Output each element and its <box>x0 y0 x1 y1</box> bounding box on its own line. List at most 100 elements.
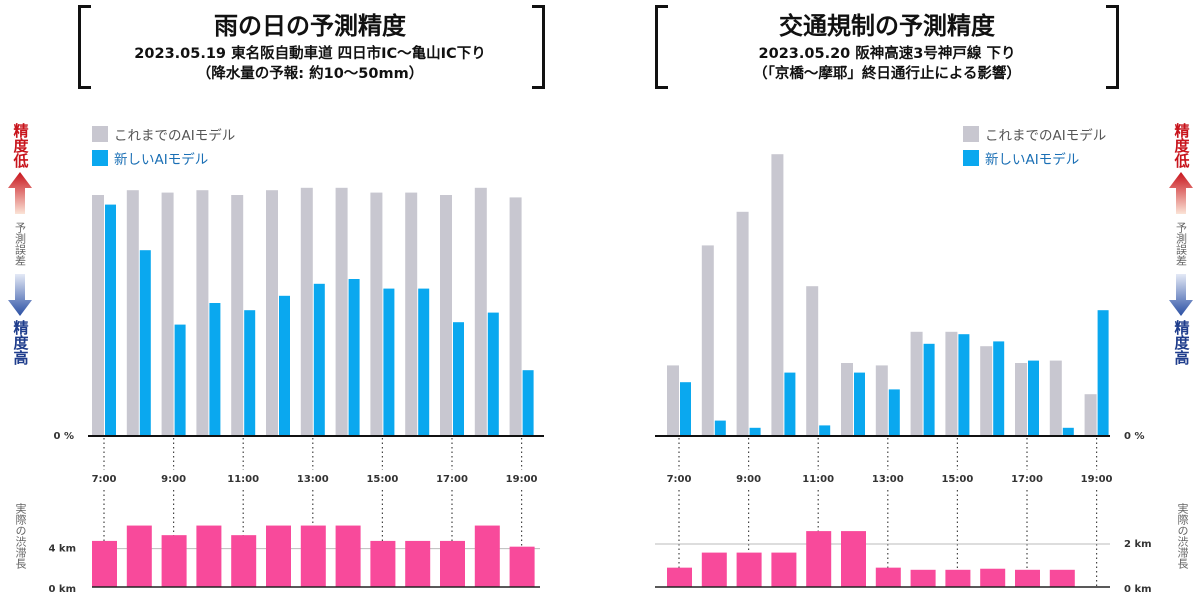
bar-old-model <box>92 195 104 435</box>
bar-jam-length <box>335 525 361 587</box>
bar-new-model <box>522 370 534 435</box>
bar-jam-length <box>92 540 117 587</box>
right-jam-length-label: 実際の渋滞長 <box>1176 503 1189 569</box>
bar-old-model <box>370 192 383 435</box>
right-title-bracket-right <box>1106 5 1119 89</box>
legend-swatch-old <box>92 126 108 142</box>
x-tick-label: 15:00 <box>366 474 398 485</box>
down-arrow-icon <box>8 274 32 316</box>
legend-swatch-new <box>963 150 979 166</box>
bar-jam-length <box>370 540 396 587</box>
bar-jam-length <box>161 535 187 587</box>
bar-old-model <box>1049 360 1062 435</box>
bar-old-model <box>509 197 522 435</box>
y-tick-label: 0 % <box>54 431 74 442</box>
x-tick-label: 17:00 <box>1011 474 1043 485</box>
x-tick-label: 19:00 <box>506 474 538 485</box>
bar-old-model <box>945 331 958 435</box>
bar-old-model <box>161 192 174 435</box>
right-title-bracket-left <box>655 5 668 89</box>
bar-new-model <box>923 343 935 435</box>
bar-jam-length <box>196 525 222 587</box>
x-tick-label: 13:00 <box>872 474 904 485</box>
x-tick-label: 9:00 <box>736 474 761 485</box>
bar-new-model <box>279 295 290 435</box>
legend-item-old: これまでのAIモデル <box>92 122 235 146</box>
bar-jam-length <box>736 552 762 587</box>
bar-old-model <box>196 190 209 435</box>
bar-new-model <box>348 279 360 435</box>
left-jam-length-label: 実際の渋滞長 <box>14 503 27 569</box>
bar-jam-length <box>266 525 291 587</box>
x-tick-label: 7:00 <box>667 474 692 485</box>
bar-new-model <box>749 427 761 435</box>
bar-new-model <box>174 324 186 435</box>
bar-old-model <box>405 192 418 435</box>
bar-jam-length <box>945 569 971 587</box>
x-tick-label: 11:00 <box>227 474 259 485</box>
bar-jam-length <box>980 568 1006 587</box>
legend-item-new: 新しいAIモデル <box>963 146 1106 170</box>
bar-old-model <box>231 195 244 435</box>
bar-jam-length <box>1049 569 1075 587</box>
right-accuracy-scale: 精度低 予測誤差 精度高 <box>1167 123 1195 365</box>
low-accuracy-label: 精度低 <box>11 123 30 168</box>
bar-new-model <box>453 322 464 435</box>
right-legend: これまでのAIモデル 新しいAIモデル <box>963 122 1106 170</box>
bar-old-model <box>440 195 452 435</box>
bar-old-model <box>474 187 487 435</box>
legend-swatch-old <box>963 126 979 142</box>
left-panel-title: 雨の日の予測精度 <box>214 12 406 40</box>
legend-label-old: これまでのAIモデル <box>114 128 236 144</box>
bar-old-model <box>980 346 993 435</box>
left-title-bracket-left <box>78 5 91 89</box>
bar-old-model <box>701 245 714 435</box>
x-tick-label: 7:00 <box>92 474 117 485</box>
bar-jam-length <box>806 531 832 587</box>
bar-new-model <box>854 372 865 435</box>
legend-label-old: これまでのAIモデル <box>985 128 1107 144</box>
bar-old-model <box>875 365 888 435</box>
bar-jam-length <box>405 540 431 587</box>
jam-y-tick-label: 0 km <box>1124 584 1152 595</box>
bar-new-model <box>888 389 900 435</box>
left-legend: これまでのAIモデル 新しいAIモデル <box>92 122 235 170</box>
bar-new-model <box>313 283 325 435</box>
jam-y-tick-label: 2 km <box>1124 539 1152 550</box>
x-tick-label: 11:00 <box>802 474 834 485</box>
low-accuracy-label: 精度低 <box>1172 123 1191 168</box>
bar-jam-length <box>300 525 326 587</box>
left-title-bracket-right <box>532 5 545 89</box>
bar-old-model <box>300 187 313 435</box>
bar-jam-length <box>875 567 901 587</box>
left-accuracy-scale: 精度低 予測誤差 精度高 <box>6 123 34 365</box>
bar-jam-length <box>701 552 727 587</box>
bar-new-model <box>383 288 395 435</box>
bar-new-model <box>487 312 499 435</box>
bar-new-model <box>244 310 256 435</box>
bar-jam-length <box>509 546 535 587</box>
bar-old-model <box>126 190 139 435</box>
bar-old-model <box>266 190 278 435</box>
bar-new-model <box>714 420 726 435</box>
bar-jam-length <box>910 569 936 587</box>
down-arrow-icon <box>1169 274 1193 316</box>
bar-new-model <box>958 334 970 435</box>
bar-jam-length <box>440 540 465 587</box>
bar-new-model <box>680 382 691 435</box>
bar-old-model <box>806 286 819 435</box>
bar-new-model <box>139 250 151 435</box>
bar-jam-length <box>474 525 500 587</box>
bar-jam-length <box>841 531 866 587</box>
bar-new-model <box>819 425 831 435</box>
high-accuracy-label: 精度高 <box>1172 320 1191 365</box>
right-panel-title: 交通規制の予測精度 <box>779 12 995 40</box>
right-panel-subtitle-2: （「京橋〜摩耶」終日通行止による影響） <box>753 66 1021 82</box>
bar-new-model <box>209 303 221 435</box>
bar-new-model <box>1097 310 1109 435</box>
bar-new-model <box>1028 360 1039 435</box>
x-tick-label: 9:00 <box>161 474 186 485</box>
bar-jam-length <box>667 567 692 587</box>
bar-jam-length <box>1015 569 1040 587</box>
